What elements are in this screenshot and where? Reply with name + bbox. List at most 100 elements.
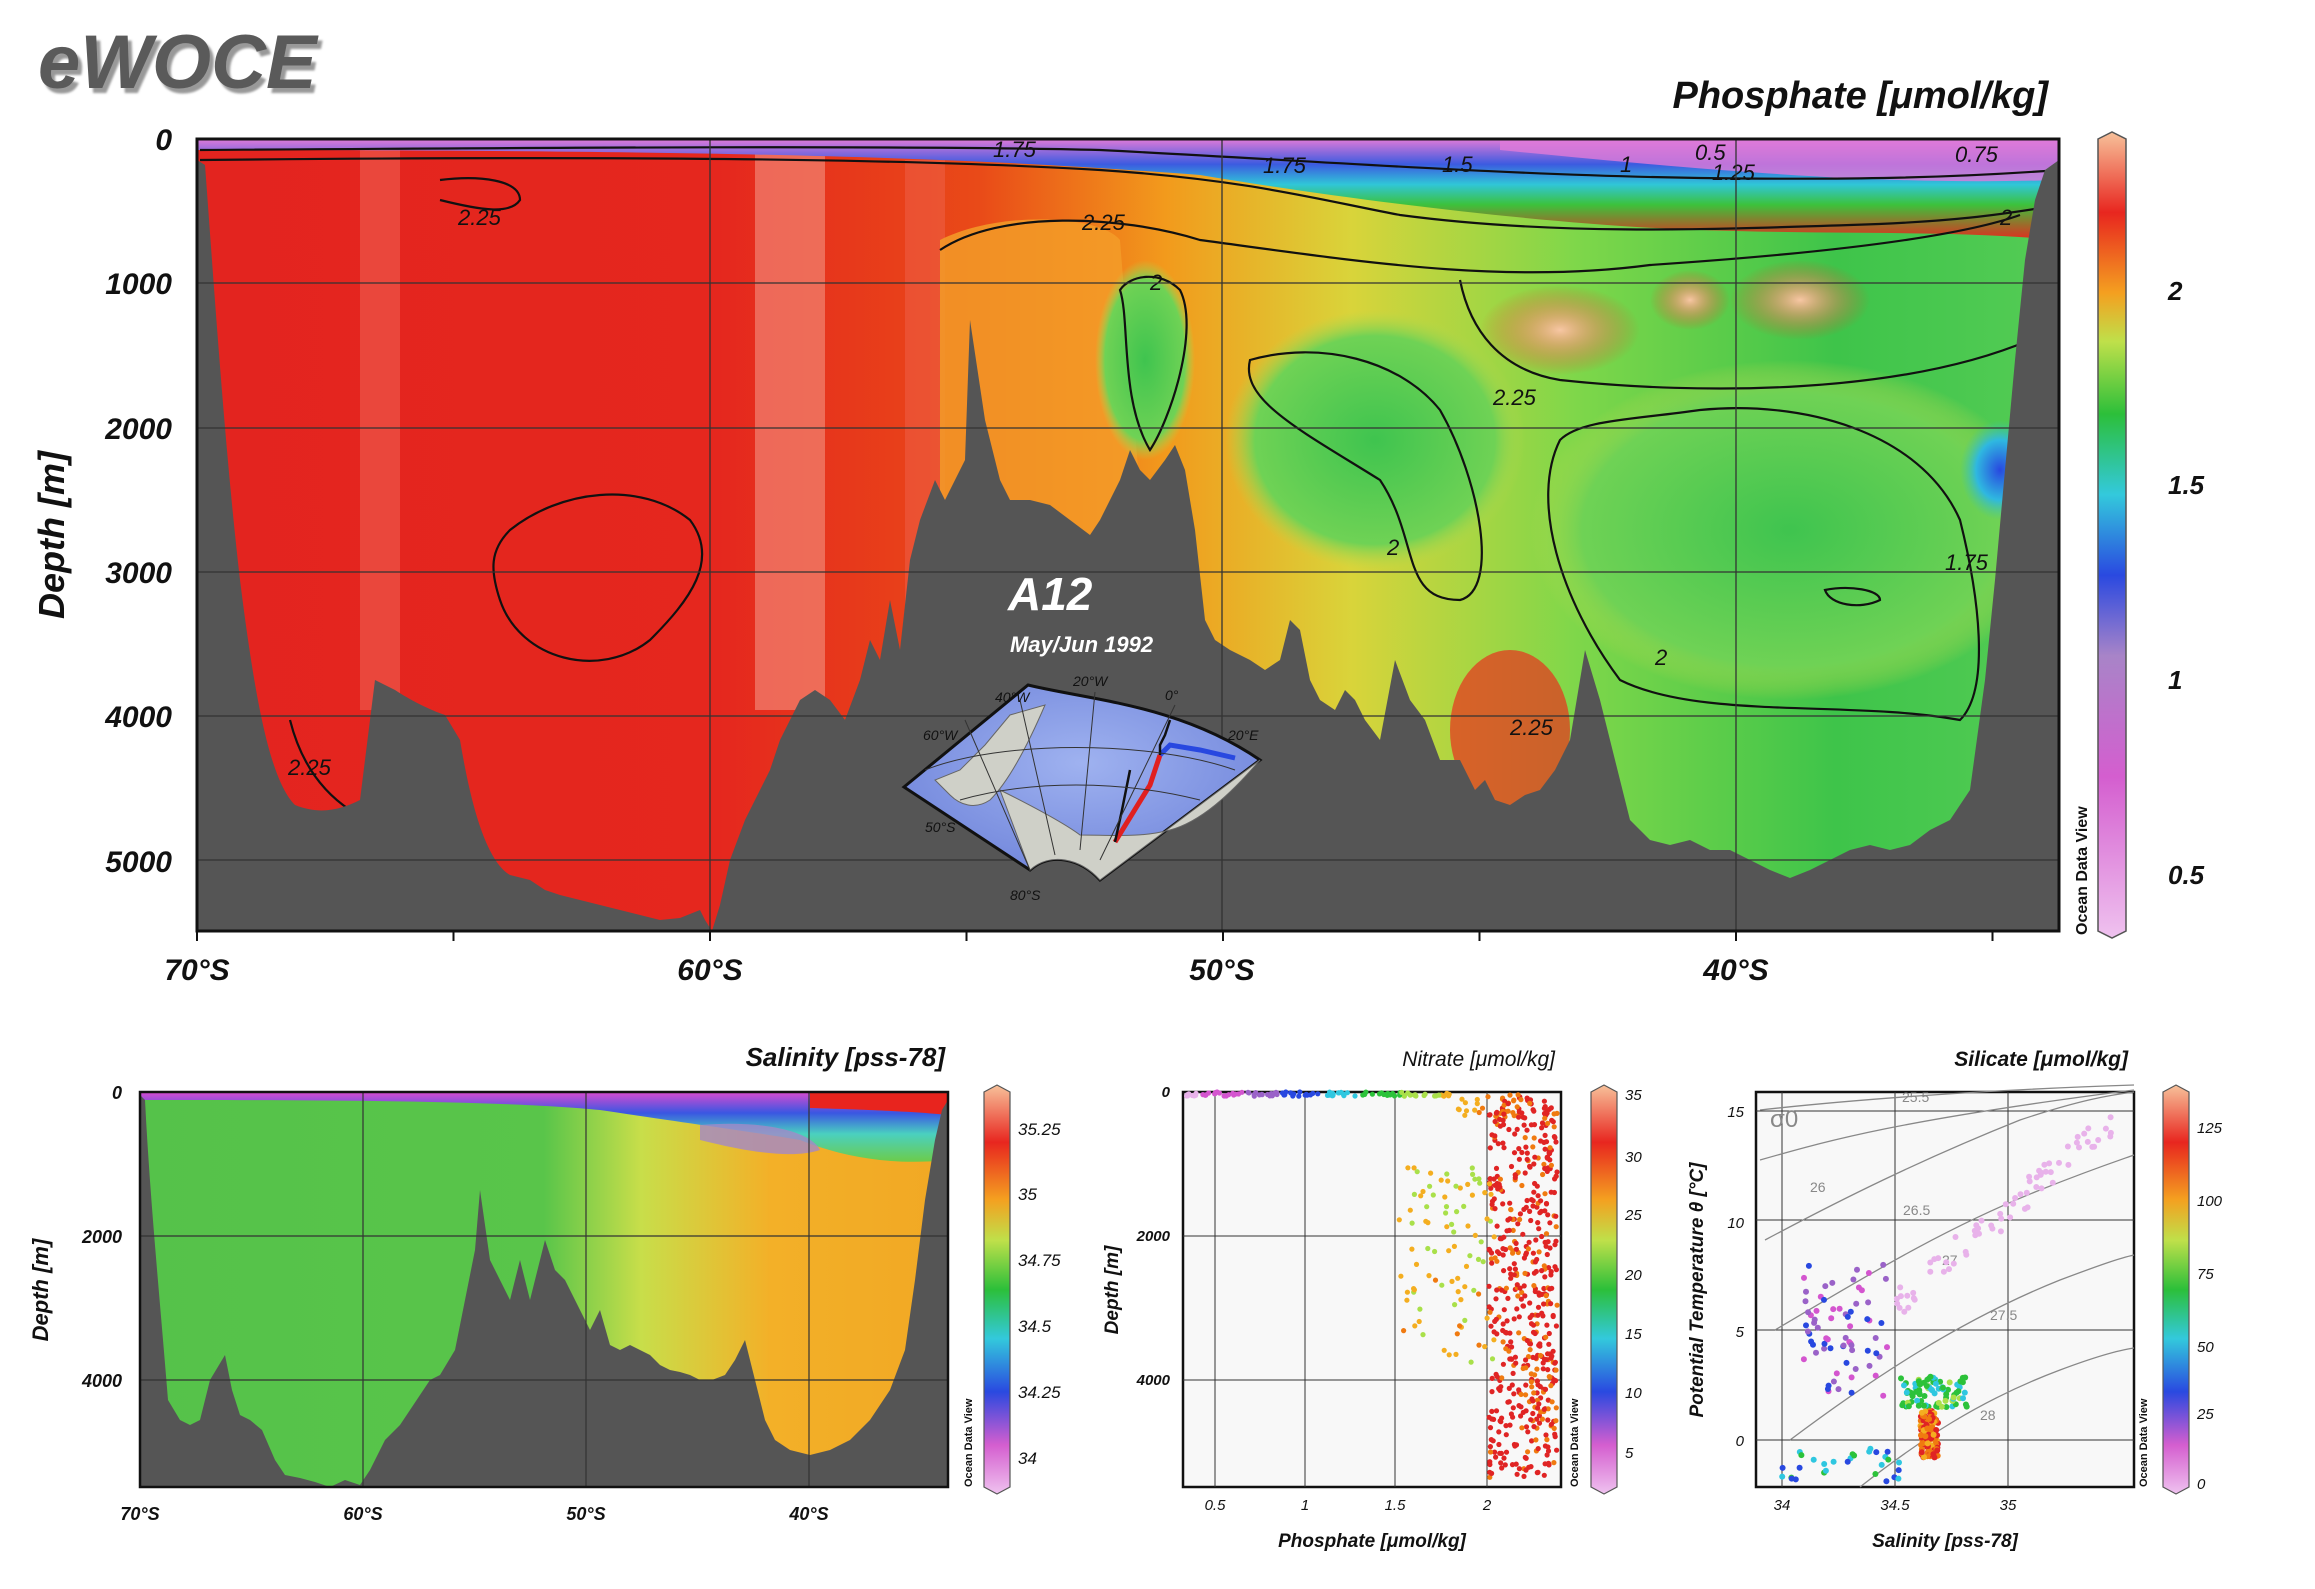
silicate-point [2002, 1201, 2009, 1208]
nitrate-point [1529, 1438, 1535, 1444]
nitrate-point [1496, 1429, 1502, 1435]
colorbar-tick: 34 [1018, 1449, 1037, 1468]
nitrate-point [1495, 1186, 1501, 1192]
main-grid [197, 139, 2059, 931]
nitrate-point [1438, 1177, 1444, 1183]
nitrate-point [1405, 1165, 1411, 1171]
nitrate-point [1511, 1272, 1517, 1278]
nitrate-point [1251, 1091, 1257, 1098]
silicate-point [2073, 1139, 2080, 1146]
silicate-point [1998, 1215, 2005, 1222]
silicate-point [2102, 1125, 2109, 1132]
nitrate-point [1543, 1293, 1549, 1299]
nitrate-point [1506, 1385, 1512, 1391]
colorbar-tick: 50 [2197, 1339, 2214, 1356]
nitrate-colorbar [1590, 1084, 1618, 1495]
colorbar-tick: 100 [2197, 1193, 2223, 1210]
silicate-point [1811, 1316, 1818, 1323]
nitrate-point [1482, 1344, 1488, 1350]
nitrate-point [1515, 1221, 1521, 1227]
silicate-point [1813, 1349, 1819, 1356]
contour-label: 0.75 [1955, 142, 1999, 167]
isopycnal-labels: 25.5 26 26.5 27 27.5 28 [1810, 1089, 2017, 1423]
nitrate-point [1494, 1287, 1500, 1293]
y-tick: 0 [1162, 1084, 1171, 1101]
nitrate-point [1487, 1176, 1493, 1182]
nitrate-point [1546, 1462, 1552, 1468]
nitrate-point [1489, 1416, 1495, 1422]
nitrate-point [1491, 1176, 1497, 1182]
nitrate-point [1498, 1450, 1504, 1456]
sigma-label: σ0 [1770, 1106, 1798, 1133]
silicate-point [1957, 1378, 1964, 1385]
nitrate-point [1491, 1329, 1497, 1335]
silicate-point [1880, 1392, 1887, 1399]
colorbar-tick: 0.5 [2168, 860, 2205, 890]
silicate-point [2041, 1161, 2048, 1168]
colorbar-tick: 5 [1625, 1445, 1634, 1462]
nitrate-point [1543, 1357, 1550, 1363]
nitrate-point [1509, 1382, 1515, 1388]
x-tick: 60°S [677, 954, 742, 987]
nitrate-point [1518, 1413, 1524, 1419]
nitrate-point [1533, 1237, 1539, 1243]
nitrate-point [1547, 1145, 1553, 1151]
contour-label: 1.25 [1712, 160, 1756, 185]
nitrate-point [1411, 1165, 1417, 1171]
nitrate-point [1516, 1403, 1522, 1409]
silicate-point [1803, 1288, 1809, 1295]
salinity-title: Salinity [pss-78] [746, 1042, 947, 1072]
nitrate-point [1514, 1126, 1520, 1132]
brand-logo: eWOCE [38, 20, 319, 105]
nitrate-point [1501, 1307, 1507, 1313]
nitrate-point [1530, 1354, 1536, 1360]
nitrate-point [1513, 1246, 1519, 1252]
contour-label: 1.75 [1945, 550, 1989, 575]
nitrate-point [1547, 1150, 1553, 1157]
nitrate-point [1480, 1259, 1486, 1265]
silicate-point [1858, 1287, 1865, 1294]
colorbar-tick: 34.5 [1018, 1317, 1052, 1336]
nitrate-point [1542, 1165, 1548, 1172]
nitrate-point [1411, 1092, 1417, 1098]
contour-label: 2 [1386, 535, 1399, 560]
nitrate-point [1426, 1273, 1432, 1279]
nitrate-point [1514, 1471, 1520, 1477]
nitrate-point [1528, 1321, 1535, 1327]
silicate-point [1779, 1473, 1786, 1480]
x-tick: 35 [2000, 1497, 2017, 1514]
salinity-x-ticks: 70°S 60°S 50°S 40°S [120, 1504, 828, 1524]
silicate-point [1805, 1262, 1812, 1269]
y-tick: 0 [1736, 1433, 1745, 1450]
nitrate-point [1542, 1191, 1548, 1197]
silicate-point [1847, 1323, 1854, 1330]
silicate-point [1997, 1210, 2004, 1217]
nitrate-point [1520, 1114, 1526, 1120]
nitrate-point [1549, 1399, 1555, 1405]
silicate-point [1854, 1266, 1860, 1273]
nitrate-point [1520, 1365, 1526, 1372]
silicate-panel: Silicate [μmol/kg] 25.5 26 26.5 27 27.5 … [1687, 1048, 2223, 1552]
nitrate-point [1413, 1261, 1420, 1267]
nitrate-point [1407, 1207, 1413, 1213]
nitrate-point [1511, 1261, 1517, 1267]
nitrate-point [1427, 1183, 1433, 1189]
nitrate-point [1462, 1284, 1468, 1290]
nitrate-point [1446, 1248, 1452, 1254]
silicate-point [1830, 1306, 1837, 1313]
nitrate-point [1531, 1189, 1537, 1195]
contour-label: 0.5 [1695, 140, 1726, 165]
silicate-point [1932, 1439, 1939, 1446]
nitrate-point [1500, 1252, 1506, 1258]
nitrate-point [1489, 1408, 1495, 1414]
nitrate-point [1547, 1374, 1553, 1380]
silicate-point [1802, 1298, 1809, 1305]
nitrate-point [1500, 1321, 1506, 1327]
salinity-colorbar [983, 1084, 1011, 1495]
silicate-point [1898, 1375, 1904, 1382]
nitrate-point [1496, 1441, 1502, 1448]
silicate-point [1897, 1284, 1904, 1291]
silicate-point [2017, 1191, 2024, 1198]
silicate-point [1952, 1234, 1959, 1240]
nitrate-point [1398, 1273, 1404, 1279]
